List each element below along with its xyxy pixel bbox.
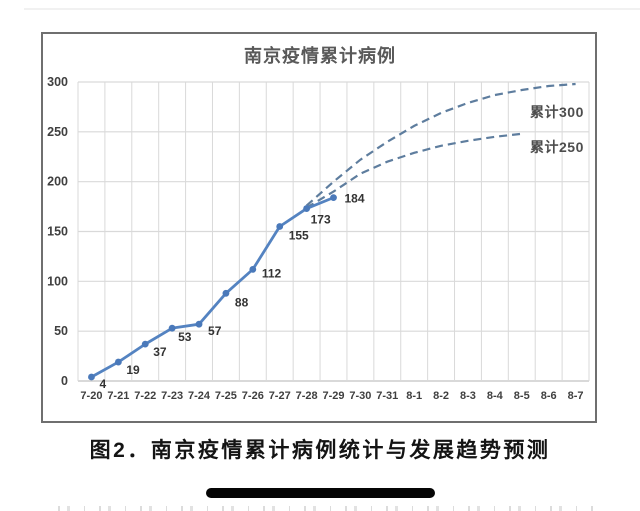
data-point-label: 19 — [126, 363, 140, 377]
x-tick-label: 8-1 — [406, 390, 422, 402]
x-tick-label: 7-29 — [322, 390, 344, 402]
data-point — [141, 340, 149, 348]
annotation-cumulative-300: 累计300 — [530, 104, 584, 120]
y-tick-label: 100 — [47, 274, 68, 288]
bottom-divider-bar — [206, 488, 435, 498]
data-point-label: 184 — [345, 192, 365, 206]
data-point — [249, 265, 257, 273]
projection-dashed-line — [306, 132, 522, 209]
x-tick-label: 7-22 — [134, 390, 156, 402]
x-tick-label: 7-20 — [80, 390, 102, 402]
y-tick-label: 0 — [61, 374, 68, 388]
data-point — [195, 320, 203, 328]
x-tick-label: 7-25 — [215, 390, 237, 402]
y-tick-label: 200 — [47, 175, 68, 189]
x-tick-label: 7-31 — [376, 390, 398, 402]
x-tick-label: 7-27 — [269, 390, 291, 402]
x-tick-label: 8-2 — [433, 390, 449, 402]
x-tick-label: 8-5 — [514, 390, 530, 402]
x-tick-label: 7-26 — [242, 390, 264, 402]
data-point — [88, 373, 95, 381]
figure-caption: 图2．南京疫情累计病例统计与发展趋势预测 — [89, 439, 551, 462]
cropped-text-line — [58, 506, 600, 511]
y-tick-label: 300 — [47, 75, 68, 89]
data-point-label: 53 — [178, 330, 192, 344]
data-point — [330, 194, 337, 202]
data-point — [114, 358, 122, 366]
y-tick-label: 250 — [47, 125, 68, 139]
actual-series-line — [90, 196, 335, 379]
data-point-label: 88 — [235, 295, 249, 309]
data-point-label: 37 — [153, 345, 167, 359]
data-point-label: 173 — [311, 213, 331, 227]
data-point-label: 155 — [289, 229, 309, 243]
x-tick-label: 7-24 — [188, 390, 211, 402]
y-tick-label: 50 — [54, 324, 68, 338]
x-tick-label: 8-7 — [568, 390, 584, 402]
chart-frame — [41, 32, 597, 423]
data-point — [276, 223, 284, 230]
x-tick-label: 7-21 — [107, 390, 129, 402]
data-point-label: 4 — [99, 377, 106, 391]
projection-dashed-line — [305, 82, 576, 207]
annotation-cumulative-250: 累计250 — [530, 139, 584, 155]
x-tick-label: 7-28 — [296, 390, 318, 402]
x-tick-label: 8-4 — [487, 390, 504, 402]
data-point — [222, 289, 230, 297]
chart-title: 南京疫情累计病例 — [244, 46, 396, 66]
data-point — [303, 205, 311, 212]
x-tick-label: 7-30 — [349, 390, 371, 402]
x-tick-label: 8-3 — [460, 390, 476, 402]
data-point-label: 112 — [262, 266, 282, 280]
y-tick-label: 150 — [47, 225, 68, 239]
data-point-label: 57 — [208, 324, 222, 338]
top-divider-line — [24, 8, 640, 10]
x-tick-label: 8-6 — [541, 390, 557, 402]
x-tick-label: 7-23 — [161, 390, 183, 402]
data-point — [168, 324, 176, 332]
